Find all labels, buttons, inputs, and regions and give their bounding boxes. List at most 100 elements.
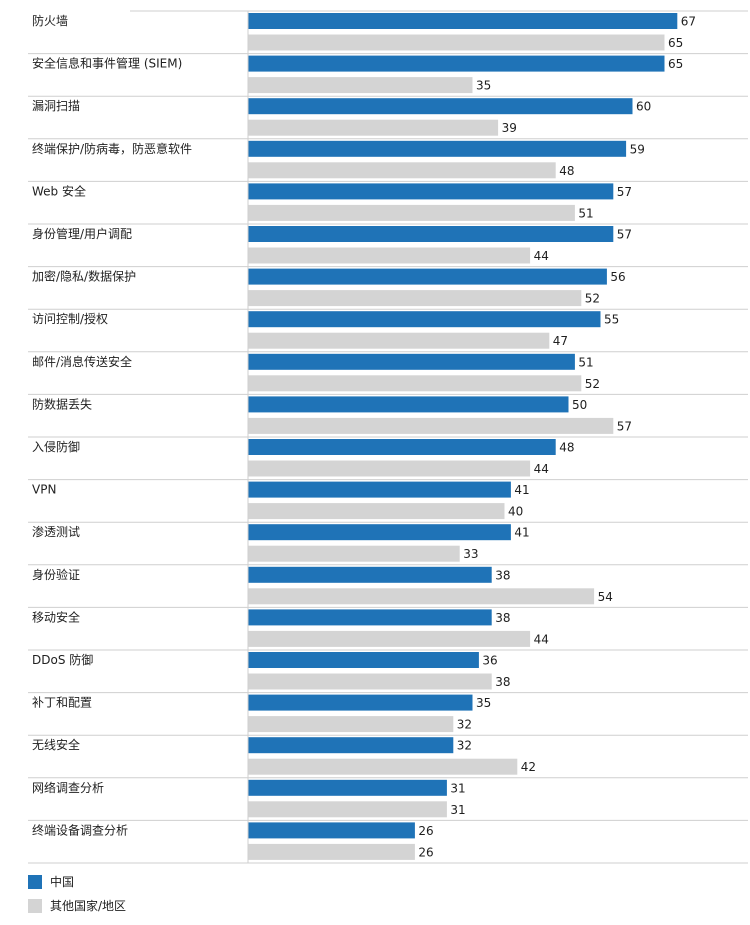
bar-china xyxy=(248,481,511,498)
category-label: 身份验证 xyxy=(32,567,80,582)
data-label: 59 xyxy=(630,142,645,156)
category-label: 无线安全 xyxy=(32,737,80,752)
data-label: 36 xyxy=(482,654,497,668)
bar-china xyxy=(248,226,614,242)
bar-other-regions xyxy=(248,77,473,94)
bar-china xyxy=(248,55,665,72)
data-label: 47 xyxy=(553,334,568,348)
data-label: 54 xyxy=(598,590,613,604)
data-label: 56 xyxy=(610,270,625,284)
data-label: 51 xyxy=(578,355,593,369)
bar-china xyxy=(248,609,492,626)
bar-china xyxy=(248,396,569,413)
data-label: 48 xyxy=(559,164,574,178)
legend-label-other-regions: 其他国家/地区 xyxy=(50,899,127,913)
legend: 中国 其他国家/地区 xyxy=(28,872,126,920)
data-label: 44 xyxy=(534,462,549,476)
data-label: 35 xyxy=(476,79,491,93)
bar-other-regions xyxy=(248,545,460,562)
category-label: 邮件/消息传送安全 xyxy=(32,354,132,369)
bar-other-regions xyxy=(248,375,582,392)
data-label: 38 xyxy=(495,568,510,582)
horizontal-bar-chart: 防火墙 67 65 安全信息和事件管理 (SIEM) 65 35 漏洞扫描 60 39 终端保护/… xyxy=(28,10,748,864)
data-label: 44 xyxy=(534,249,549,263)
data-label: 65 xyxy=(668,57,683,71)
data-label: 26 xyxy=(418,824,433,838)
data-label: 26 xyxy=(418,845,433,859)
category-label: 加密/隐私/数据保护 xyxy=(32,269,136,284)
category-label: 渗透测试 xyxy=(32,524,80,539)
category-label: 网络调查分析 xyxy=(32,780,104,795)
bar-other-regions xyxy=(248,290,582,307)
bar-other-regions xyxy=(248,204,575,221)
bar-other-regions xyxy=(248,119,499,136)
data-label: 52 xyxy=(585,377,600,391)
bar-china xyxy=(248,524,511,541)
data-label: 33 xyxy=(463,547,478,561)
data-label: 40 xyxy=(508,505,523,519)
bar-china xyxy=(248,183,614,200)
data-label: 39 xyxy=(502,121,517,135)
data-label: 41 xyxy=(514,526,529,540)
bar-china xyxy=(248,140,627,157)
bar-other-regions xyxy=(248,247,531,264)
data-label: 48 xyxy=(559,441,574,455)
bar-other-regions xyxy=(248,588,595,605)
bar-other-regions xyxy=(248,460,531,477)
category-label: 补丁和配置 xyxy=(32,696,92,710)
data-label: 38 xyxy=(495,675,510,689)
bar-other-regions xyxy=(248,758,518,775)
category-label: 防火墙 xyxy=(32,13,68,28)
legend-swatch-other-regions xyxy=(28,899,42,913)
data-label: 32 xyxy=(457,739,472,753)
category-label: 终端设备调查分析 xyxy=(32,822,128,837)
bar-china xyxy=(248,353,575,370)
data-label: 67 xyxy=(681,15,696,29)
bar-other-regions xyxy=(248,34,665,51)
category-label: Web 安全 xyxy=(32,183,86,198)
legend-item-china: 中国 xyxy=(28,872,126,892)
data-label: 51 xyxy=(578,206,593,220)
bar-china xyxy=(248,566,492,583)
data-label: 57 xyxy=(617,419,632,433)
bar-china xyxy=(248,439,556,455)
category-label: 防数据丢失 xyxy=(32,396,92,411)
bar-china xyxy=(248,98,633,115)
data-label: 44 xyxy=(534,632,549,646)
bar-other-regions xyxy=(248,843,415,860)
data-label: 41 xyxy=(514,483,529,497)
bar-other-regions xyxy=(248,801,447,818)
legend-item-other-regions: 其他国家/地区 xyxy=(28,896,126,916)
category-label: VPN xyxy=(32,483,56,497)
data-label: 55 xyxy=(604,313,619,327)
data-label: 42 xyxy=(521,760,536,774)
data-label: 57 xyxy=(617,185,632,199)
data-label: 60 xyxy=(636,100,651,114)
data-label: 57 xyxy=(617,228,632,242)
data-label: 35 xyxy=(476,696,491,710)
bar-other-regions xyxy=(248,332,550,349)
category-label: 移动安全 xyxy=(32,609,80,624)
bar-other-regions xyxy=(248,673,492,690)
data-label: 32 xyxy=(457,718,472,732)
bar-other-regions xyxy=(248,503,505,520)
bar-china xyxy=(248,694,473,711)
category-label: 身份管理/用户调配 xyxy=(32,226,132,241)
bar-china xyxy=(248,779,447,796)
legend-label-china: 中国 xyxy=(50,875,75,889)
bar-china xyxy=(248,822,415,839)
category-label: 安全信息和事件管理 (SIEM) xyxy=(32,56,182,71)
bar-china xyxy=(248,268,607,285)
data-label: 31 xyxy=(450,803,465,817)
category-label: 访问控制/授权 xyxy=(32,311,108,326)
category-label: 入侵防御 xyxy=(32,439,80,454)
bar-other-regions xyxy=(248,630,531,647)
bar-china xyxy=(248,311,601,328)
data-label: 38 xyxy=(495,611,510,625)
data-label: 50 xyxy=(572,398,587,412)
data-label: 52 xyxy=(585,292,600,306)
bar-china xyxy=(248,13,678,29)
data-label: 31 xyxy=(450,781,465,795)
category-label: DDoS 防御 xyxy=(32,652,93,667)
